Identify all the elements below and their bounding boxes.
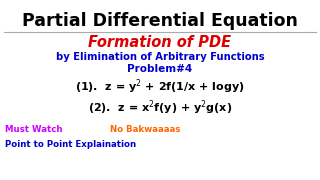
Text: Problem#4: Problem#4 xyxy=(127,64,193,74)
Text: No Bakwaaaas: No Bakwaaaas xyxy=(110,125,180,134)
Text: (1).  z = y$^2$ + 2f(1/x + logy): (1). z = y$^2$ + 2f(1/x + logy) xyxy=(75,77,245,96)
Text: Formation of PDE: Formation of PDE xyxy=(88,35,232,50)
Text: Must Watch: Must Watch xyxy=(5,125,62,134)
Text: (2).  z = x$^2$f(y) + y$^2$g(x): (2). z = x$^2$f(y) + y$^2$g(x) xyxy=(88,98,232,117)
Text: Point to Point Explaination: Point to Point Explaination xyxy=(5,140,136,149)
Text: Partial Differential Equation: Partial Differential Equation xyxy=(22,12,298,30)
Text: by Elimination of Arbitrary Functions: by Elimination of Arbitrary Functions xyxy=(56,52,264,62)
